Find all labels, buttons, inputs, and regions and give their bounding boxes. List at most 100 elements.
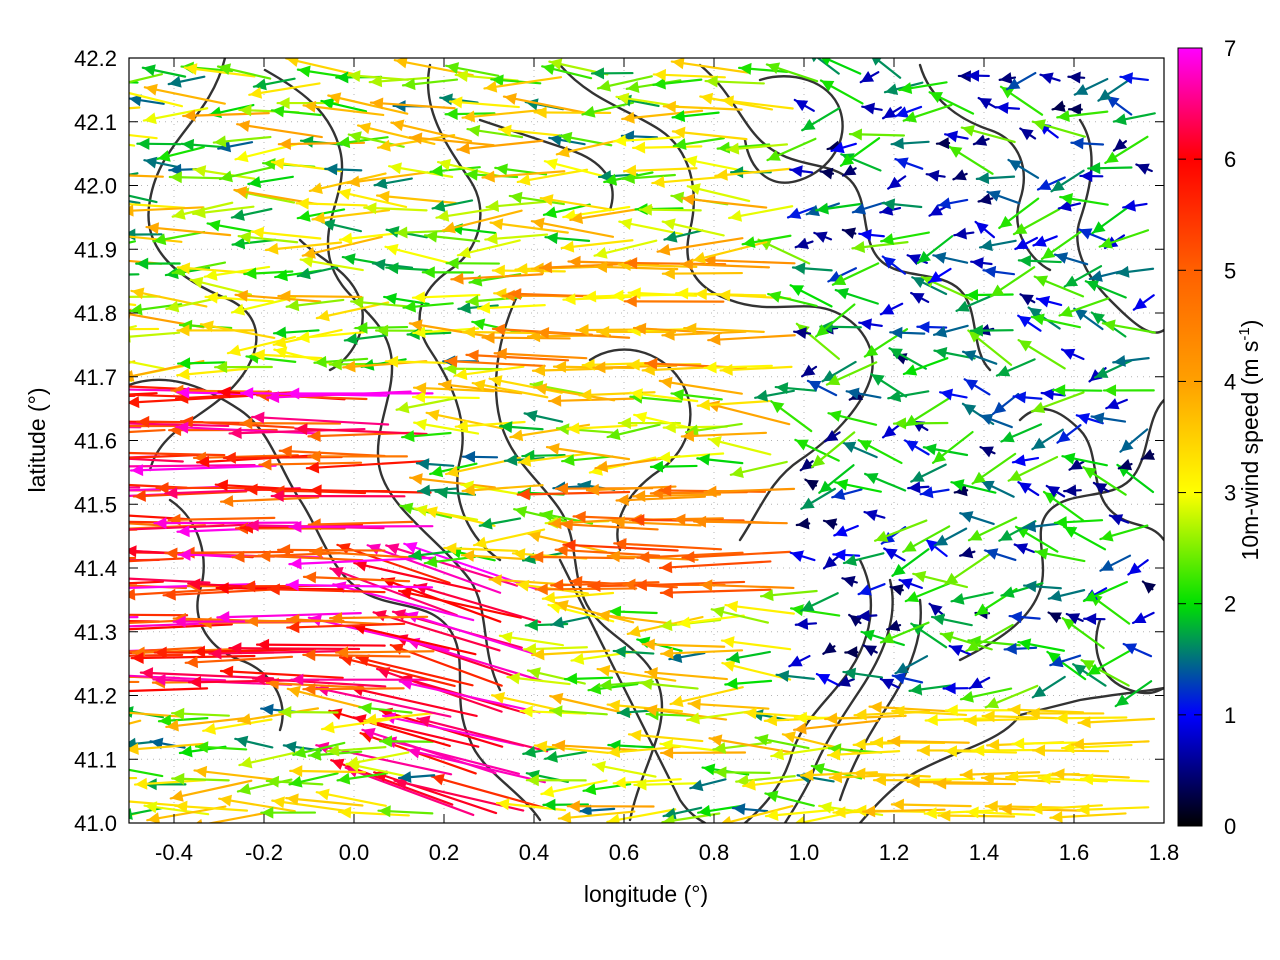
wind-arrow-head xyxy=(727,651,741,664)
x-tick-label: 1.8 xyxy=(1149,840,1180,865)
wind-arrow-shaft xyxy=(366,544,502,594)
wind-arrow-head xyxy=(917,744,930,757)
wind-arrow-head xyxy=(261,806,274,819)
y-axis: 41.041.141.241.341.441.541.641.741.841.9… xyxy=(74,46,1164,836)
wind-arrow xyxy=(1122,199,1148,212)
wind-arrow xyxy=(570,650,637,665)
wind-arrow xyxy=(169,779,253,802)
wind-arrow-head xyxy=(215,361,228,374)
wind-arrow xyxy=(412,326,480,339)
wind-arrow xyxy=(670,388,723,401)
wind-arrow-head xyxy=(720,363,733,376)
wind-arrow xyxy=(804,478,819,491)
colorbar-tick-label: 3 xyxy=(1224,481,1236,506)
wind-arrow-head xyxy=(512,548,526,561)
wind-arrow-head xyxy=(1104,384,1117,397)
wind-arrow xyxy=(610,289,679,302)
wind-arrow xyxy=(292,741,346,758)
wind-arrow xyxy=(971,744,1043,757)
wind-arrow xyxy=(1079,170,1104,183)
wind-arrow xyxy=(596,609,681,626)
wind-arrow-head xyxy=(525,619,538,632)
y-tick-label: 41.6 xyxy=(74,429,117,454)
wind-arrow xyxy=(203,265,271,281)
wind-arrow xyxy=(894,105,923,118)
wind-arrow-shaft xyxy=(167,516,276,522)
wind-arrow-head xyxy=(131,651,144,664)
wind-arrow xyxy=(554,599,635,624)
wind-arrow-head xyxy=(542,63,556,75)
wind-arrow-head xyxy=(1032,437,1046,450)
wind-arrow xyxy=(591,760,657,778)
wind-arrow-head xyxy=(688,698,701,711)
wind-arrow xyxy=(1075,413,1104,425)
wind-arrow xyxy=(742,777,815,791)
wind-arrow xyxy=(916,321,948,334)
wind-arrow-head xyxy=(864,509,878,522)
wind-arrow-head xyxy=(582,358,595,371)
wind-arrow-head xyxy=(472,379,486,392)
wind-arrow-head xyxy=(492,691,506,704)
wind-arrow-head xyxy=(1032,119,1046,131)
wind-arrow xyxy=(1023,580,1062,593)
wind-arrow-head xyxy=(895,662,909,674)
wind-arrow-head xyxy=(465,168,478,181)
wind-arrow xyxy=(1061,452,1108,467)
wind-arrow-head xyxy=(875,530,889,542)
wind-arrow-head xyxy=(570,575,583,588)
wind-arrow xyxy=(883,547,906,562)
wind-arrow xyxy=(669,686,744,708)
wind-arrow-head xyxy=(662,267,675,280)
wind-arrow xyxy=(961,350,998,365)
wind-arrow xyxy=(861,102,883,115)
wind-arrow xyxy=(1090,412,1127,425)
wind-arrow xyxy=(247,175,294,188)
wind-arrow-head xyxy=(455,70,469,82)
wind-arrow-head xyxy=(771,748,785,761)
wind-arrow xyxy=(1007,158,1040,179)
wind-arrow-head xyxy=(857,609,870,622)
wind-arrow-head xyxy=(1106,398,1120,410)
wind-arrow-head xyxy=(1047,651,1061,664)
y-tick-label: 42.1 xyxy=(74,110,117,135)
wind-arrow xyxy=(686,183,751,203)
wind-arrow xyxy=(831,262,880,286)
wind-arrow-head xyxy=(892,672,906,685)
wind-arrow-head xyxy=(295,423,308,436)
wind-arrow xyxy=(738,62,789,75)
wind-arrow xyxy=(141,64,187,78)
wind-arrow xyxy=(152,230,206,246)
wind-arrow xyxy=(296,331,365,344)
wind-arrow xyxy=(481,170,566,183)
wind-arrow xyxy=(498,124,571,138)
wind-arrow-head xyxy=(1074,84,1089,95)
wind-arrow-head xyxy=(934,777,947,790)
wind-arrow-head xyxy=(627,358,640,371)
wind-arrow-shaft xyxy=(1049,812,1127,819)
wind-arrow xyxy=(237,707,320,726)
wind-arrow-head xyxy=(343,360,356,373)
wind-arrow xyxy=(1141,580,1157,594)
wind-arrow xyxy=(887,735,970,748)
wind-arrow-head xyxy=(1098,89,1112,101)
wind-arrow-head xyxy=(534,740,548,753)
wind-arrow-shaft xyxy=(129,464,277,472)
wind-arrow-shaft xyxy=(353,561,481,593)
wind-arrow xyxy=(129,646,203,653)
wind-arrow-head xyxy=(303,649,316,662)
wind-arrow xyxy=(928,91,975,115)
wind-arrow-head xyxy=(534,383,548,396)
wind-arrow-head xyxy=(964,714,977,727)
wind-arrow xyxy=(754,734,810,750)
wind-arrow xyxy=(764,808,835,822)
wind-arrow xyxy=(707,333,796,346)
wind-arrow-head xyxy=(235,289,248,302)
wind-arrow xyxy=(633,579,746,592)
wind-arrow-head xyxy=(462,110,476,123)
wind-arrow-shaft xyxy=(199,323,276,340)
wind-arrow xyxy=(965,623,1014,653)
wind-arrow xyxy=(965,806,1036,819)
wind-arrow xyxy=(320,718,391,734)
wind-arrow-head xyxy=(1083,467,1097,479)
wind-arrow-head xyxy=(715,168,728,181)
